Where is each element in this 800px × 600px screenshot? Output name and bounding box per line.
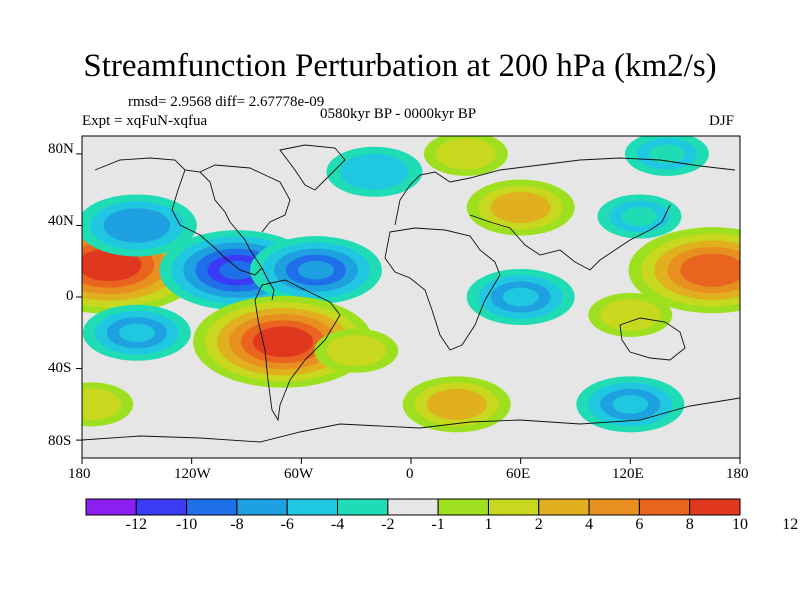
anomaly-10-level-3 bbox=[502, 287, 539, 307]
colorbar-box-10 bbox=[588, 498, 640, 516]
anomaly-13-level-3 bbox=[118, 323, 155, 343]
colorbar-label-3: -6 bbox=[280, 516, 294, 533]
anomaly-2-level-5 bbox=[219, 260, 256, 280]
lat-label-40n: 40N bbox=[48, 213, 74, 229]
anomaly-12-level-3 bbox=[612, 395, 649, 414]
anomaly-16 bbox=[82, 382, 134, 427]
colorbar-label-10: 6 bbox=[635, 516, 644, 533]
anomaly-15 bbox=[423, 136, 508, 176]
colorbar-box-11 bbox=[638, 498, 691, 516]
colorbar-label-5: -2 bbox=[381, 516, 395, 533]
colorbar-label-9: 4 bbox=[585, 516, 594, 533]
anomaly-3-level-4 bbox=[297, 260, 334, 280]
anomaly-8-level-3 bbox=[502, 198, 539, 217]
anomaly-17-level-2 bbox=[648, 144, 685, 164]
lon-label-0: 0 bbox=[406, 466, 414, 482]
lon-label-180e: 180 bbox=[726, 466, 749, 482]
colorbar-label-8: 2 bbox=[534, 516, 543, 533]
anomaly-14 bbox=[326, 146, 423, 197]
anomaly-11 bbox=[588, 292, 673, 337]
colorbar-box-12 bbox=[689, 498, 741, 516]
lon-label-180w: 180 bbox=[68, 466, 91, 482]
colorbar-label-12: 10 bbox=[732, 516, 748, 533]
period-label: 0580kyr BP - 0000kyr BP bbox=[320, 106, 477, 122]
colorbar-label-1: -10 bbox=[175, 516, 198, 533]
axis-ticks bbox=[76, 153, 741, 464]
anomaly-3 bbox=[249, 236, 382, 305]
plot-title: Streamfunction Perturbation at 200 hPa (… bbox=[83, 48, 717, 84]
coast-north-america bbox=[94, 157, 291, 301]
anomaly-1 bbox=[628, 227, 740, 314]
anomaly-5-level-3 bbox=[116, 215, 157, 236]
lon-label-120w: 120W bbox=[174, 466, 211, 482]
anomaly-12 bbox=[576, 376, 685, 433]
colorbar-box-1 bbox=[135, 498, 188, 516]
anomaly-9-level-2 bbox=[621, 207, 658, 226]
coast-antarctica bbox=[82, 397, 740, 443]
anomaly-8 bbox=[466, 179, 575, 236]
coast-greenland bbox=[279, 144, 346, 191]
coast-africa bbox=[384, 227, 501, 351]
anomaly-10 bbox=[466, 269, 575, 325]
coastlines bbox=[82, 144, 740, 443]
anomaly-6 bbox=[314, 328, 399, 373]
lat-label-40s: 40S bbox=[48, 360, 72, 376]
lat-label-80s: 80S bbox=[48, 433, 72, 449]
season-label: DJF bbox=[709, 113, 735, 129]
colorbar bbox=[85, 498, 741, 516]
anomaly-6-level-2 bbox=[338, 341, 375, 361]
anomaly-9 bbox=[597, 194, 682, 239]
lon-label-60w: 60W bbox=[284, 466, 314, 482]
stats-line: rmsd= 2.9568 diff= 2.67778e-09 bbox=[128, 94, 325, 110]
colorbar-box-8 bbox=[487, 498, 540, 516]
colorbar-label-4: -4 bbox=[330, 516, 345, 533]
colorbar-box-6 bbox=[387, 498, 439, 516]
colorbar-box-3 bbox=[236, 498, 288, 516]
anomaly-14-level-2 bbox=[353, 161, 396, 183]
lat-label-80n: 80N bbox=[48, 141, 74, 157]
anomaly-17 bbox=[624, 136, 709, 176]
colorbar-box-0 bbox=[85, 498, 137, 516]
experiment-label: Expt = xqFuN-xqfua bbox=[82, 113, 208, 129]
coast-australia bbox=[619, 317, 686, 361]
lon-label-120e: 120E bbox=[612, 466, 644, 482]
anomaly-13 bbox=[82, 304, 191, 361]
colorbar-box-7 bbox=[437, 498, 489, 516]
colorbar-label-7: 1 bbox=[484, 516, 493, 533]
colorbar-box-9 bbox=[538, 498, 590, 516]
anomaly-16-level-2 bbox=[82, 394, 110, 414]
colorbar-label-2: -8 bbox=[230, 516, 244, 533]
coast-eurasia bbox=[394, 157, 736, 271]
colorbar-box-5 bbox=[337, 498, 389, 516]
anomaly-7-level-3 bbox=[438, 395, 475, 414]
colorbar-label-11: 8 bbox=[685, 516, 694, 533]
anomaly-15-level-2 bbox=[447, 144, 484, 164]
lat-label-eq: 0 bbox=[66, 288, 74, 304]
colorbar-label-6: -1 bbox=[431, 516, 445, 533]
colorbar-box-4 bbox=[286, 498, 339, 516]
anomaly-7 bbox=[402, 376, 511, 433]
colorbar-box-2 bbox=[186, 498, 238, 516]
anomaly-0-level-6 bbox=[90, 254, 129, 275]
colorbar-label-13: 12 bbox=[782, 516, 799, 533]
anomaly-1-level-5 bbox=[693, 260, 732, 281]
anomaly-11-level-2 bbox=[612, 305, 649, 325]
anomaly-4-level-6 bbox=[265, 332, 302, 351]
lon-label-60e: 60E bbox=[506, 466, 531, 482]
colorbar-label-0: -12 bbox=[125, 516, 147, 533]
anomaly-5 bbox=[82, 194, 197, 257]
coast-south-america bbox=[254, 279, 341, 422]
